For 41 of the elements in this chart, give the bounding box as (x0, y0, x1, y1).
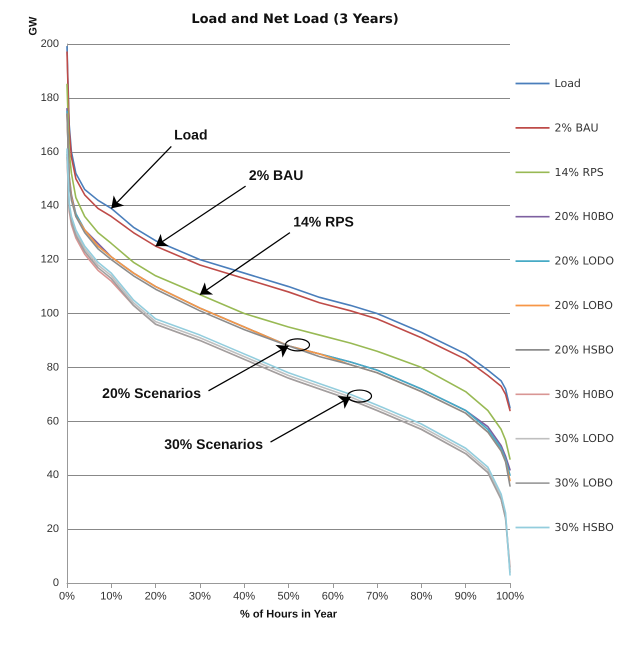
legend-label: 30% LOBO (554, 476, 614, 490)
annotation: Load (174, 126, 208, 143)
y-tick-label: 200 (40, 38, 59, 50)
legend-label: 14% RPS (554, 166, 604, 179)
y-tick-label: 100 (40, 308, 59, 320)
x-tick-label: 40% (233, 590, 256, 602)
x-axis-title: % of Hours in Year (240, 608, 338, 620)
y-tick-label: 0 (52, 577, 59, 589)
x-tick-label: 70% (366, 590, 388, 602)
y-tick-label: 120 (40, 254, 59, 266)
x-tick-label: 60% (322, 590, 344, 602)
annotation: 30% Scenarios (164, 436, 264, 452)
x-tick-label: 90% (454, 590, 477, 602)
x-tick-label: 100% (496, 590, 524, 602)
chart-title: Load and Net Load (3 Years) (191, 12, 399, 27)
x-tick-label: 10% (100, 590, 123, 602)
y-tick-label: 20 (46, 523, 59, 536)
x-tick-label: 0% (59, 590, 76, 602)
legend-label: 20% H0BO (554, 210, 614, 224)
legend-label: 20% LOBO (554, 299, 614, 312)
annotation: 20% Scenarios (102, 384, 202, 401)
y-tick-label: 80 (46, 361, 59, 374)
legend-label: Load (554, 77, 581, 90)
y-tick-label: 60 (46, 415, 59, 428)
annotation: 14% RPS (293, 213, 354, 230)
legend-label: 20% LODO (554, 254, 614, 268)
annotation: 2% BAU (248, 166, 304, 183)
x-tick-label: 80% (410, 590, 433, 602)
y-tick-label: 140 (40, 200, 59, 212)
legend-label: 30% H0BO (554, 388, 614, 401)
y-tick-label: 160 (40, 146, 59, 158)
y-tick-label: 180 (40, 92, 59, 104)
legend-label: 20% HSBO (554, 343, 614, 356)
x-tick-label: 30% (188, 590, 212, 602)
legend-label: 2% BAU (554, 121, 599, 134)
x-tick-label: 50% (277, 590, 300, 602)
legend-label: 30% HSBO (554, 521, 614, 534)
x-tick-label: 20% (144, 590, 167, 602)
y-axis-title: GW (28, 16, 40, 36)
legend-label: 30% LODO (554, 432, 614, 446)
y-tick-label: 40 (46, 469, 59, 482)
